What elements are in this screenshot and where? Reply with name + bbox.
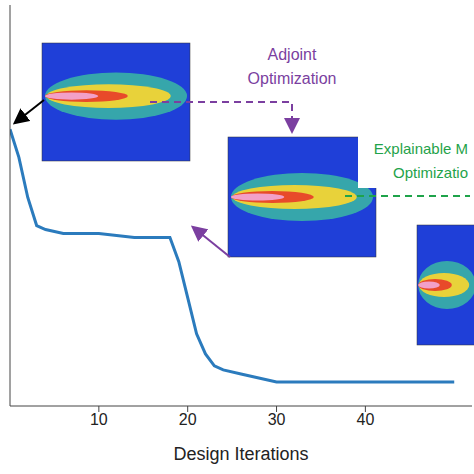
svg-text:20: 20	[179, 411, 197, 428]
svg-text:10: 10	[90, 411, 108, 428]
svg-text:40: 40	[356, 411, 374, 428]
svg-text:Optimizatio: Optimizatio	[393, 164, 468, 181]
svg-text:30: 30	[268, 411, 286, 428]
svg-text:Design Iterations: Design Iterations	[173, 444, 308, 464]
svg-text:Adjoint: Adjoint	[268, 46, 317, 63]
svg-text:Optimization: Optimization	[248, 70, 337, 87]
svg-text:Explainable M: Explainable M	[374, 140, 468, 157]
